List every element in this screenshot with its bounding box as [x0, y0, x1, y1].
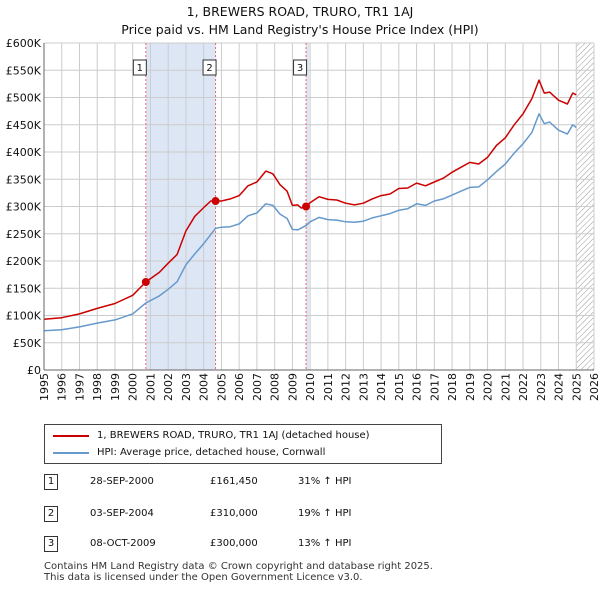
x-tick-label: 2014 [375, 373, 388, 401]
x-tick-label: 2013 [357, 373, 370, 401]
x-tick-label: 2007 [251, 373, 264, 401]
sale-marker-badge-label: 2 [206, 63, 212, 74]
y-tick-label: £200K [6, 255, 42, 268]
y-tick-label: £250K [6, 228, 42, 241]
x-tick-label: 2020 [482, 373, 495, 401]
sale-marker-badge [202, 59, 217, 76]
x-tick-label: 2011 [322, 373, 335, 401]
transaction-number-badge: 3 [44, 536, 58, 552]
x-tick-label: 2001 [144, 373, 157, 401]
x-tick-label: 2009 [286, 373, 299, 401]
series-line-hpi [44, 113, 577, 332]
x-tick-label: 1995 [38, 373, 51, 401]
legend-label-hpi: HPI: Average price, detached house, Corn… [97, 447, 326, 458]
x-tick-label: 2025 [570, 373, 583, 401]
x-tick-label: 2026 [588, 373, 600, 401]
sale-marker-badge [132, 59, 147, 76]
y-tick-label: £100K [6, 310, 42, 323]
transaction-price: £161,450 [210, 476, 258, 487]
y-tick-label: £550K [6, 64, 42, 77]
footer-attribution: Contains HM Land Registry data © Crown c… [44, 561, 433, 583]
x-tick-label: 2008 [269, 373, 282, 401]
x-tick-label: 2012 [340, 373, 353, 401]
price-chart: 1 2 3 £0 £50K £100K £150K £200K £250K £300K £350K £… [6, 37, 600, 401]
y-tick-label: £50K [13, 337, 42, 350]
sale-point [141, 278, 150, 287]
y-tick-label: £450K [6, 119, 42, 132]
transaction-hpi-change: 31% ↑ HPI [298, 476, 352, 487]
x-tick-label: 2002 [162, 373, 175, 401]
x-tick-label: 2016 [411, 373, 424, 401]
transaction-hpi-change: 19% ↑ HPI [298, 508, 352, 519]
sale-point [302, 202, 311, 211]
legend-swatch-property [53, 435, 89, 437]
transaction-price: £310,000 [210, 508, 258, 519]
sale-marker-badge-label: 3 [297, 63, 303, 74]
x-tick-label: 2021 [499, 373, 512, 401]
y-tick-label: £0 [27, 364, 41, 377]
x-tick-label: 2023 [535, 373, 548, 401]
transaction-price: £300,000 [210, 538, 258, 549]
footer-line-licence: This data is licensed under the Open Gov… [44, 572, 363, 583]
x-tick-label: 2006 [233, 373, 246, 401]
x-tick-label: 2024 [553, 373, 566, 401]
x-tick-label: 2010 [304, 373, 317, 401]
x-tick-label: 2019 [464, 373, 477, 401]
x-tick-label: 2005 [215, 373, 228, 401]
x-tick-label: 1996 [56, 373, 69, 401]
chart-title: 1, BREWERS ROAD, TRURO, TR1 1AJ [186, 4, 414, 19]
x-tick-label: 2004 [198, 373, 211, 401]
transaction-hpi-change: 13% ↑ HPI [298, 538, 352, 549]
legend-label-property: 1, BREWERS ROAD, TRURO, TR1 1AJ (detache… [97, 430, 370, 441]
sale-marker-badge [293, 59, 308, 76]
x-tick-label: 2022 [517, 373, 530, 401]
y-tick-label: £500K [6, 92, 42, 105]
x-tick-label: 2017 [428, 373, 441, 401]
chart-legend: 1, BREWERS ROAD, TRURO, TR1 1AJ (detache… [44, 424, 442, 464]
chart-subtitle: Price paid vs. HM Land Registry's House … [121, 22, 479, 37]
x-tick-label: 1997 [73, 373, 86, 401]
x-tick-label: 1998 [91, 373, 104, 401]
footer-line-copyright: Contains HM Land Registry data © Crown c… [44, 561, 433, 572]
y-tick-label: £600K [6, 37, 42, 50]
y-tick-label: £300K [6, 201, 42, 214]
y-tick-label: £350K [6, 173, 42, 186]
series-line-property [44, 79, 577, 321]
transaction-date: 08-OCT-2009 [90, 538, 156, 549]
x-tick-label: 1999 [109, 373, 122, 401]
transaction-number-badge: 1 [44, 474, 58, 490]
x-tick-label: 2003 [180, 373, 193, 401]
x-tick-label: 2018 [446, 373, 459, 401]
sale-marker-badge-label: 1 [137, 63, 143, 74]
legend-swatch-hpi [53, 452, 89, 454]
y-tick-label: £400K [6, 146, 42, 159]
transaction-date: 03-SEP-2004 [90, 508, 154, 519]
transaction-date: 28-SEP-2000 [90, 476, 154, 487]
x-tick-label: 2015 [393, 373, 406, 401]
sale-point [211, 197, 220, 206]
x-tick-label: 2000 [127, 373, 140, 401]
y-tick-label: £150K [6, 282, 42, 295]
transaction-number-badge: 2 [44, 506, 58, 522]
